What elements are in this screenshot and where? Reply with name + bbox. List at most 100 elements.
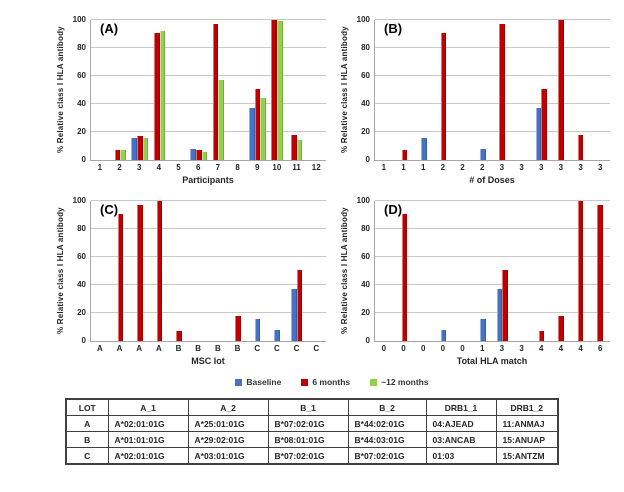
y-tick-label: 0: [365, 336, 370, 345]
gridline: [375, 256, 610, 257]
x-axis-title: Participants: [182, 175, 234, 185]
panel-label: (C): [100, 202, 119, 217]
bar-baseline: [190, 148, 196, 160]
bar-baseline: [440, 329, 447, 341]
x-tick-label: 3: [558, 163, 564, 172]
gridline: [375, 47, 610, 48]
legend: Baseline 6 months ~12 months: [40, 376, 624, 388]
gridline: [91, 256, 326, 257]
table-body: A A*02:01:01G A*25:01:01G B*07:02:01G B*44:0…: [65, 415, 559, 465]
gridline: [91, 47, 326, 48]
x-tick-labels: 1 2 3 4 5 6 7 8 9 10 11 12: [90, 161, 326, 174]
y-tick-label: 0: [365, 155, 370, 164]
bar-6-months: [541, 88, 548, 160]
plot-area: (C): [90, 200, 326, 342]
x-tick-label: 1: [97, 163, 103, 172]
table-cell: B*44:02:01G: [347, 415, 427, 432]
x-tick-label: 0: [460, 344, 465, 353]
x-tick-label: A: [116, 344, 123, 353]
y-tick-labels: 0 20 40 60 80 100: [353, 16, 374, 164]
y-tick-label: 80: [361, 43, 370, 52]
bar-12-months: [159, 31, 166, 160]
bar-baseline: [535, 108, 542, 160]
table-cell: A*25:01:01G: [187, 415, 269, 432]
x-tick-label: B: [175, 344, 182, 353]
legend-swatch-icon: [301, 378, 309, 386]
x-tick-label: B: [234, 344, 241, 353]
x-tick-label: B: [214, 344, 221, 353]
bar-6-months: [499, 24, 506, 160]
bar-6-months: [558, 315, 564, 341]
gridline: [375, 284, 610, 285]
x-axis-title: MSC lot: [191, 356, 225, 366]
lot-cell: B: [65, 431, 109, 448]
x-tick-label: 4: [578, 344, 583, 353]
bar-6-months: [401, 150, 408, 160]
bar-6-months: [176, 331, 182, 341]
gridline: [91, 228, 326, 229]
table-cell: B*07:02:01G: [267, 447, 349, 465]
bar-6-months: [296, 269, 303, 341]
x-tick-label: A: [96, 344, 103, 353]
y-tick-label: 60: [361, 252, 370, 261]
gridline: [91, 200, 326, 201]
x-tick-label: 2: [440, 163, 446, 172]
y-tick-label: 20: [77, 308, 86, 317]
x-tick-label: 0: [381, 344, 387, 353]
x-tick-label: 2: [117, 163, 122, 172]
bar-6-months: [195, 150, 202, 160]
y-axis-title: % Relative class I HLA antibody: [340, 207, 349, 335]
bar-6-months: [153, 32, 160, 160]
gridline: [375, 200, 610, 201]
table-cell: B*44:03:01G: [347, 431, 427, 448]
bar-12-months: [120, 150, 126, 160]
x-tick-label: 9: [254, 163, 260, 172]
legend-swatch-icon: [235, 378, 243, 386]
table-cell: 01:03: [425, 447, 497, 465]
table-header-cell: A_1: [107, 398, 189, 416]
x-tick-label: 4: [538, 344, 544, 353]
y-tick-labels: 0 20 40 60 80 100: [353, 197, 374, 345]
x-tick-label: 0: [440, 344, 446, 353]
x-tick-label: 3: [578, 163, 583, 172]
table-cell: A*03:01:01G: [187, 447, 269, 465]
x-tick-label: A: [136, 344, 143, 353]
table-header-row: LOT A_1 A_2 B_1 B_2 DRB1_1 DRB1_2: [65, 398, 559, 416]
y-tick-label: 100: [356, 196, 370, 205]
y-tick-label: 60: [361, 71, 370, 80]
bar-6-months: [254, 88, 261, 160]
x-tick-label: 4: [558, 344, 564, 353]
gridline: [375, 312, 610, 313]
bar-baseline: [254, 318, 261, 341]
gridline: [375, 103, 610, 104]
y-tick-label: 20: [77, 127, 86, 136]
x-tick-label: 2: [460, 163, 465, 172]
x-tick-label: 3: [499, 163, 505, 172]
x-tick-label: 11: [292, 163, 301, 172]
y-tick-label: 40: [77, 99, 86, 108]
y-tick-labels: 0 20 40 60 80 100: [69, 197, 90, 345]
x-tick-labels: 0 0 0 0 0 1 3 3 4 4 4 6: [374, 342, 610, 355]
table-cell: A*01:01:01G: [107, 431, 189, 448]
bar-6-months: [597, 205, 603, 341]
x-tick-label: 8: [235, 163, 240, 172]
bar-12-months: [296, 140, 303, 160]
y-axis-title: % Relative class I HLA antibody: [56, 26, 65, 154]
bar-6-months: [212, 24, 219, 160]
legend-label: ~12 months: [381, 377, 429, 387]
bar-baseline: [248, 108, 255, 160]
y-tick-label: 80: [77, 224, 86, 233]
bar-6-months: [137, 205, 143, 341]
x-tick-label: 0: [420, 344, 426, 353]
bar-6-months: [156, 201, 163, 341]
y-axis-title: % Relative class I HLA antibody: [56, 207, 65, 335]
x-tick-label: 3: [136, 163, 142, 172]
table-cell: 04:AJEAD: [425, 415, 497, 432]
legend-item: 6 months: [301, 377, 350, 387]
table-header-cell: A_2: [187, 398, 269, 416]
bar-6-months: [538, 331, 545, 341]
x-tick-label: C: [273, 344, 280, 353]
table-cell: A*02:01:01G: [107, 415, 189, 432]
bar-6-months: [290, 134, 297, 160]
